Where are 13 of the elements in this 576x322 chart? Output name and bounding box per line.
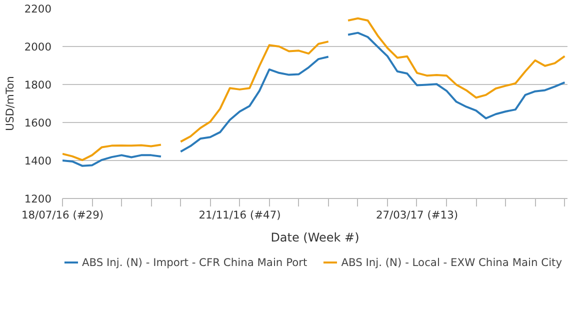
x-tick-label: 21/11/16 (#47) xyxy=(198,208,281,222)
y-tick-label: 1600 xyxy=(24,116,52,130)
y-tick-label: 2200 xyxy=(24,2,52,16)
legend-label: ABS Inj. (N) - Local - EXW China Main City xyxy=(341,256,562,268)
y-tick-label: 1800 xyxy=(24,78,52,92)
y-tick-label: 1400 xyxy=(24,154,52,168)
y-tick-label: 2000 xyxy=(24,40,52,54)
x-tick-label: 27/03/17 (#13) xyxy=(376,208,458,222)
y-tick-label: 1200 xyxy=(24,192,52,206)
x-tick-label: 18/07/16 (#29) xyxy=(21,208,104,222)
legend-label: ABS Inj. (N) - Import - CFR China Main Port xyxy=(82,256,308,268)
x-axis-title: Date (Week #) xyxy=(270,230,360,244)
y-axis-title: USD/mTon xyxy=(3,76,16,131)
